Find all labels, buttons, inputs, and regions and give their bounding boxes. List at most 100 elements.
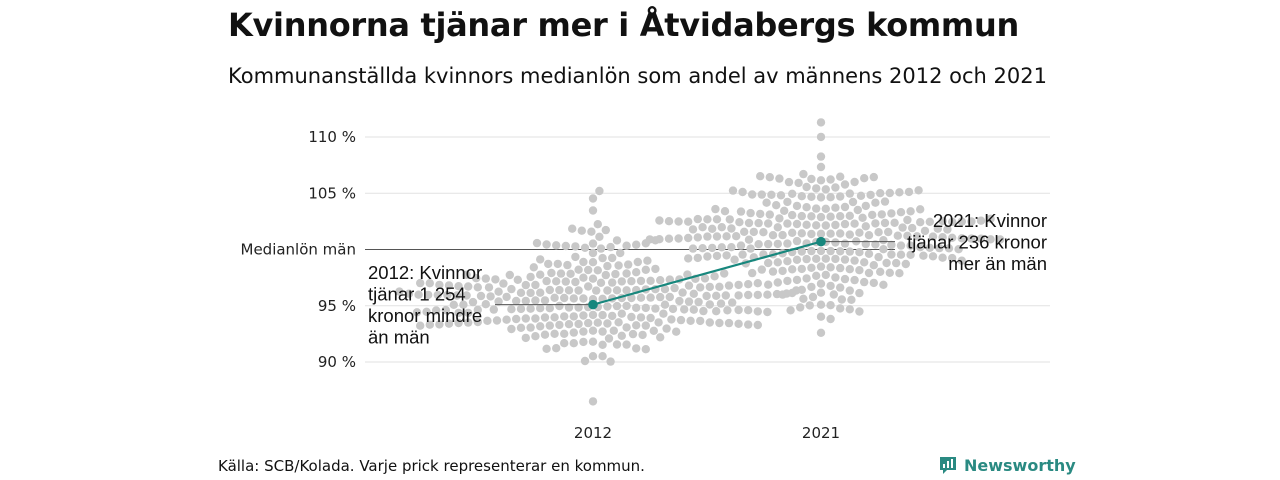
municipality-dot (674, 217, 683, 226)
municipality-dot (744, 290, 753, 300)
municipality-dot (816, 152, 826, 161)
municipality-dot (674, 234, 683, 243)
municipality-dot (840, 180, 850, 189)
municipality-dot (816, 176, 826, 185)
municipality-dot (468, 297, 478, 307)
municipality-dot (588, 352, 598, 361)
municipality-dot (612, 286, 622, 295)
municipality-dot (464, 318, 473, 327)
municipality-dot (826, 314, 835, 324)
municipality-dot (641, 321, 650, 330)
municipality-dot (780, 206, 789, 215)
municipality-dot (885, 188, 894, 198)
municipality-dot (507, 305, 516, 314)
municipality-dot (655, 216, 664, 225)
municipality-dot (808, 292, 818, 302)
municipality-dot (705, 282, 714, 292)
municipality-dot (807, 263, 816, 272)
municipality-dot (892, 258, 901, 268)
municipality-dot (617, 277, 626, 286)
municipality-dot (792, 275, 802, 285)
municipality-dot (763, 290, 772, 299)
municipality-dot (724, 281, 734, 290)
municipality-dot (768, 231, 778, 240)
municipality-dot (788, 210, 797, 220)
municipality-dot (603, 302, 612, 311)
municipality-dot (684, 281, 694, 290)
municipality-dot (840, 239, 850, 248)
municipality-dot (507, 324, 516, 334)
municipality-dot (792, 219, 802, 229)
y-tick-label: 105 % (308, 184, 356, 202)
municipality-dot (903, 231, 912, 240)
municipality-dot (816, 193, 826, 202)
municipality-dot (767, 190, 776, 199)
municipality-dot (526, 323, 535, 332)
municipality-dot (812, 204, 821, 213)
municipality-dot (727, 243, 736, 252)
municipality-dot (853, 205, 862, 215)
municipality-dot (792, 201, 802, 211)
municipality-dot (717, 243, 726, 252)
municipality-dot (601, 225, 610, 235)
municipality-dot (826, 281, 835, 291)
municipality-dot (550, 329, 559, 338)
municipality-dot (612, 236, 622, 245)
municipality-dot (606, 242, 615, 252)
municipality-dot (542, 344, 551, 353)
municipality-dot (588, 239, 598, 248)
municipality-dot (797, 285, 806, 294)
municipality-dot (484, 283, 494, 292)
municipality-dot (788, 288, 797, 298)
municipality-dot (545, 285, 554, 295)
municipality-dot (734, 291, 743, 300)
municipality-dot (684, 233, 693, 243)
municipality-dot (505, 270, 514, 280)
municipality-dot (587, 227, 596, 236)
municipality-dot (916, 218, 925, 227)
municipality-dot (816, 328, 826, 337)
municipality-dot (632, 268, 641, 277)
municipality-dot (748, 190, 757, 199)
municipality-dot (784, 177, 794, 187)
municipality-dot (734, 280, 743, 290)
municipality-dot (901, 259, 910, 269)
municipality-dot (845, 211, 854, 220)
municipality-dot (807, 192, 816, 201)
municipality-dot (916, 205, 925, 214)
municipality-dot (802, 203, 811, 212)
municipality-dot (775, 174, 784, 183)
municipality-dot (885, 268, 894, 277)
municipality-dot (744, 218, 754, 228)
municipality-dot (564, 320, 574, 329)
municipality-dot (700, 274, 710, 283)
annotation-line: tjänar 236 kronor (907, 232, 1047, 253)
municipality-dot (632, 344, 641, 353)
municipality-dot (540, 296, 550, 305)
gridlines (365, 136, 1050, 363)
municipality-dot (740, 227, 749, 236)
municipality-dot (584, 282, 593, 291)
municipality-dot (948, 217, 957, 226)
newsworthy-logo[interactable]: Newsworthy (938, 455, 1076, 475)
municipality-dot (906, 250, 915, 259)
municipality-dots (395, 118, 1005, 406)
municipality-dot (670, 283, 679, 293)
municipality-dot (812, 254, 821, 263)
municipality-dot (753, 279, 762, 288)
municipality-dot (462, 291, 471, 300)
municipality-dot (561, 241, 570, 251)
municipality-dot (564, 286, 574, 295)
municipality-dot (703, 215, 712, 224)
municipality-dot (584, 318, 593, 328)
municipality-dot (694, 297, 703, 307)
municipality-dot (441, 305, 450, 315)
municipality-dot (728, 186, 738, 195)
x-axis-ticks: 2012 2021 (574, 424, 840, 442)
municipality-dot (536, 304, 545, 313)
municipality-dot (836, 247, 845, 256)
municipality-dot (715, 318, 724, 328)
municipality-dot (444, 281, 454, 290)
municipality-dot (836, 192, 845, 201)
municipality-dot (802, 254, 811, 264)
